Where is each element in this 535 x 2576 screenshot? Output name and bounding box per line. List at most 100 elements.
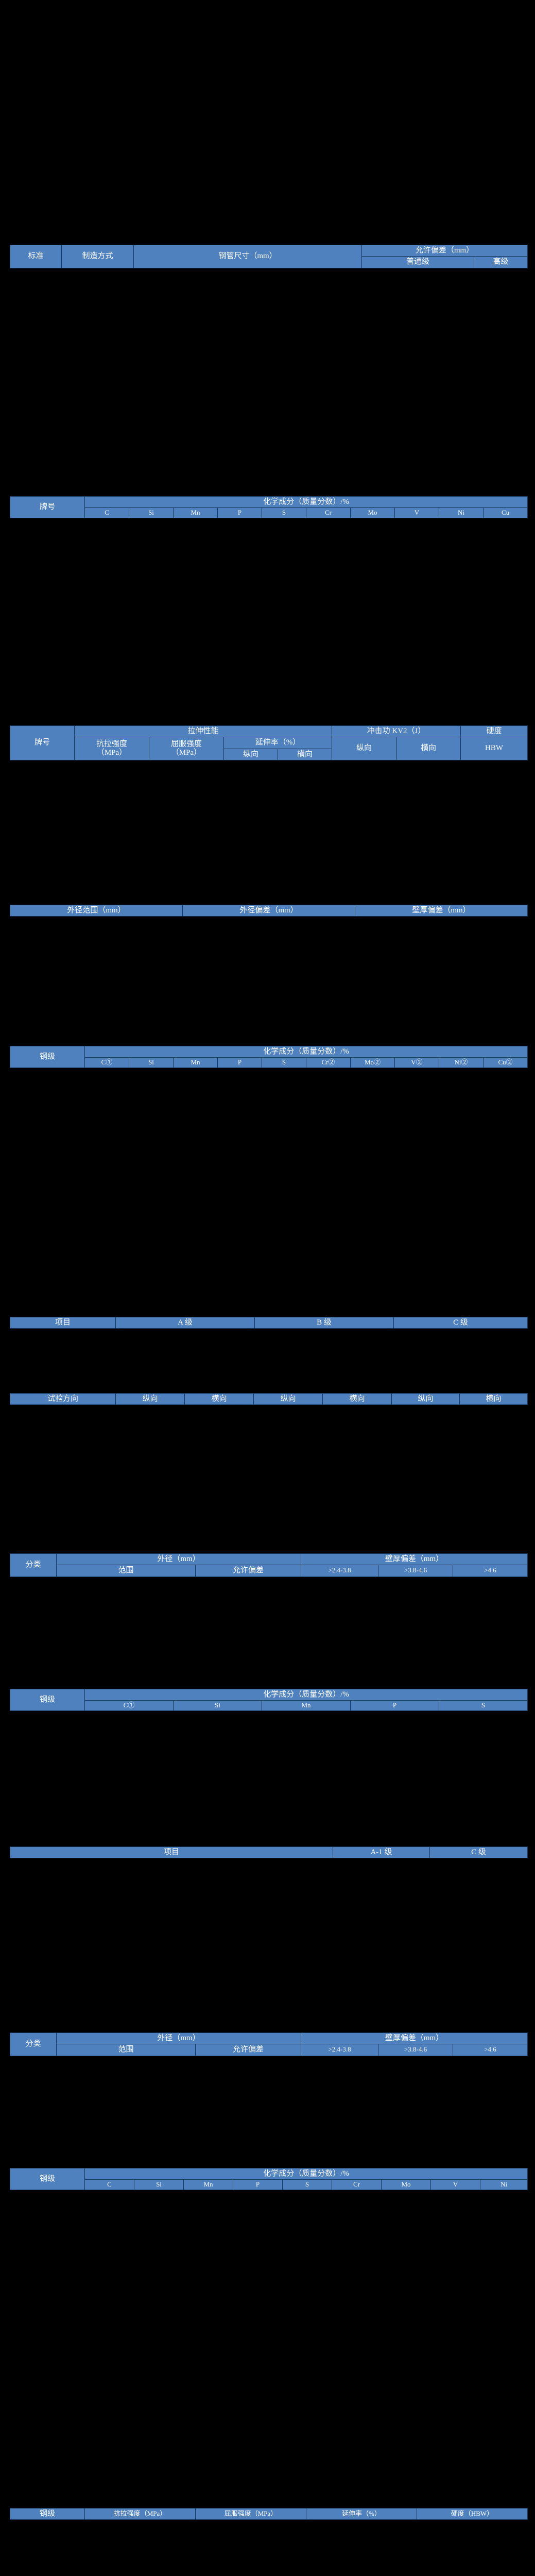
header-element-mn: Mn — [262, 1700, 351, 1711]
header-yield-strength-label: 屈服强度 — [170, 739, 202, 748]
header-element-v: V② — [394, 1057, 439, 1069]
header-direction-3: 纵向 — [253, 1393, 323, 1405]
table-row: 分类 外径（mm） 壁厚偏差（mm） — [10, 2032, 528, 2056]
header-element-mn: Mn — [173, 507, 218, 519]
table-row: 纵向 横向 — [10, 748, 528, 760]
header-standard: 标准 — [10, 245, 62, 268]
header-od-group: 外径（mm） — [56, 1553, 301, 1566]
header-grade: 钢级 — [10, 2507, 85, 2520]
header-project: 项目 — [10, 1846, 333, 1859]
header-od-group: 外径（mm） — [56, 2032, 301, 2045]
header-wt-col-1: >2.4-3.8 — [301, 2044, 378, 2056]
header-element-si: Si — [129, 507, 174, 519]
header-od-range: 范围 — [56, 1565, 196, 1577]
header-element-ni: Ni — [439, 507, 484, 519]
table-row: 抗拉强度 （MPa） 屈服强度 （MPa） 延伸率（%） 纵向 横向 HBW — [10, 737, 528, 760]
header-impact-longitudinal: 纵向 — [332, 737, 397, 760]
table-mechanical-properties: 牌号 拉伸性能 冲击功 KV2（J） 硬度 抗拉强度 （MPa） 屈服强度 （M… — [10, 725, 528, 760]
header-classification: 分类 — [10, 2032, 57, 2056]
table-row: 钢级 化学成分（质量分数）/% — [10, 1045, 528, 1069]
header-composition: 化学成分（质量分数）/% — [84, 2167, 528, 2180]
header-composition: 化学成分（质量分数）/% — [84, 496, 528, 509]
header-elongation: 延伸率（%） — [223, 737, 333, 749]
header-hardness: 硬度（HBW） — [417, 2507, 528, 2520]
table-steel-grade-mechanical-1: 钢级 抗拉强度（MPa） 屈服强度（MPa） 延伸率（%） 硬度（HBW） — [10, 2507, 528, 2520]
table-classification-od-wt-2: 分类 外径（mm） 壁厚偏差（mm） 范围 允许偏差 >2.4-3.8 >3.8… — [10, 2032, 528, 2056]
header-yield-strength-unit: （MPa） — [171, 749, 202, 757]
header-tensile-strength-label: 抗拉强度 — [96, 739, 127, 748]
header-grade: 牌号 — [10, 725, 75, 760]
header-element-cr: Cr — [306, 507, 351, 519]
header-yield-strength: 屈服强度 （MPa） — [149, 737, 224, 760]
header-grade: 钢级 — [10, 1045, 85, 1069]
header-element-cu: Cu② — [482, 1057, 528, 1069]
header-grade: 牌号 — [10, 496, 85, 519]
header-pipe-size: 钢管尺寸（mm） — [133, 245, 362, 268]
table-steel-grade-composition-9col: 钢级 化学成分（质量分数）/% C Si Mn P S Cr Mo V Ni — [10, 2167, 528, 2191]
table-chemical-composition-grade: 牌号 化学成分（质量分数）/% C Si Mn P S Cr Mo V Ni C… — [10, 496, 528, 519]
header-element-ni: Ni — [479, 2179, 528, 2191]
table-row: 项目 A 级 B 级 C 级 — [10, 1316, 528, 1329]
header-elongation-longitudinal: 纵向 — [223, 748, 278, 760]
header-composition: 化学成分（质量分数）/% — [84, 1045, 528, 1058]
header-od-range: 范围 — [56, 2044, 196, 2056]
header-wt-deviation: 壁厚偏差（mm） — [355, 904, 528, 917]
header-grade-c: C 级 — [429, 1846, 528, 1859]
header-element-p: P — [233, 2179, 283, 2191]
table-row: 范围 允许偏差 >2.4-3.8 >3.8-4.6 >4.6 — [10, 2044, 528, 2056]
header-element-mo: Mo — [381, 2179, 431, 2191]
header-element-s: S — [282, 2179, 332, 2191]
header-tolerance: 允许偏差（mm） — [361, 244, 528, 257]
header-element-v: V — [430, 2179, 480, 2191]
header-tensile-strength: 抗拉强度 （MPa） — [74, 737, 149, 760]
header-impact-group: 冲击功 KV2（J） — [332, 725, 461, 738]
header-tensile-strength: 抗拉强度（MPa） — [84, 2507, 196, 2520]
table-row: 外径范围（mm） 外径偏差（mm） 壁厚偏差（mm） — [10, 904, 528, 917]
header-grade-a: A 级 — [115, 1316, 255, 1329]
header-direction-6: 横向 — [459, 1393, 528, 1405]
header-elongation: 延伸率（%） — [306, 2507, 417, 2520]
header-direction-5: 纵向 — [391, 1393, 460, 1405]
header-grade: 钢级 — [10, 1688, 85, 1711]
header-element-mo: Mo — [350, 507, 395, 519]
header-tensile-group: 拉伸性能 — [74, 725, 333, 738]
table-project-grade-a1-c: 项目 A-1 级 C 级 — [10, 1846, 528, 1859]
header-direction-4: 横向 — [322, 1393, 392, 1405]
table-row: 普通级 高级 — [10, 256, 528, 268]
header-wt-group: 壁厚偏差（mm） — [301, 1553, 528, 1566]
header-direction-2: 横向 — [184, 1393, 254, 1405]
table-row: 牌号 化学成分（质量分数）/% — [10, 496, 528, 519]
header-element-mn: Mn — [173, 1057, 218, 1069]
header-wt-col-3: >4.6 — [453, 1565, 528, 1577]
header-high-grade: 高级 — [474, 256, 528, 268]
table-classification-od-wt-1: 分类 外径（mm） 壁厚偏差（mm） 范围 允许偏差 >2.4-3.8 >3.8… — [10, 1553, 528, 1577]
header-hardness-group: 硬度 — [460, 725, 528, 738]
header-element-p: P — [217, 507, 262, 519]
header-manufacture: 制造方式 — [61, 245, 134, 268]
header-classification: 分类 — [10, 1553, 57, 1577]
header-element-s: S — [438, 1700, 528, 1711]
table-pipe-size-tolerance: 标准 制造方式 钢管尺寸（mm） 允许偏差（mm） 普通级 高级 — [10, 244, 528, 268]
header-element-c: C① — [84, 1700, 174, 1711]
table-row: C Si Mn P S Cr Mo V Ni — [10, 2179, 528, 2191]
header-wt-col-1: >2.4-3.8 — [301, 1565, 378, 1577]
header-od-deviation: 外径偏差（mm） — [182, 904, 355, 917]
header-yield-strength: 屈服强度（MPa） — [195, 2507, 306, 2520]
table-row: C Si Mn P S Cr Mo V Ni Cu — [10, 507, 528, 519]
table-row: C① Si Mn P S Cr② Mo② V② Ni② Cu② — [10, 1057, 528, 1069]
header-od-tolerance: 允许偏差 — [195, 1565, 301, 1577]
header-project: 项目 — [10, 1316, 116, 1329]
header-grade-c: C 级 — [393, 1316, 528, 1329]
header-element-p: P — [350, 1700, 439, 1711]
header-grade-a1: A-1 级 — [333, 1846, 430, 1859]
table-row: C① Si Mn P S — [10, 1700, 528, 1711]
table-test-direction: 试验方向 纵向 横向 纵向 横向 纵向 横向 — [10, 1393, 528, 1405]
header-wt-col-2: >3.8-4.6 — [378, 1565, 453, 1577]
header-element-si: Si — [129, 1057, 174, 1069]
header-element-p: P — [217, 1057, 262, 1069]
table-project-grade-abc: 项目 A 级 B 级 C 级 — [10, 1316, 528, 1329]
table-row: 牌号 拉伸性能 冲击功 KV2（J） 硬度 — [10, 725, 528, 760]
header-element-cr: Cr② — [306, 1057, 351, 1069]
header-grade-b: B 级 — [254, 1316, 394, 1329]
